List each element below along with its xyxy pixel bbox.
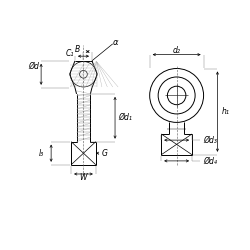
Text: Ød₃: Ød₃ <box>203 136 217 144</box>
Text: α: α <box>113 38 118 47</box>
Text: W: W <box>80 173 87 182</box>
Text: G: G <box>102 149 108 158</box>
Text: Ød: Ød <box>29 62 40 71</box>
Text: B: B <box>75 45 80 54</box>
Text: C₁: C₁ <box>66 49 74 58</box>
Text: h₁: h₁ <box>222 107 230 116</box>
Text: l₃: l₃ <box>38 149 44 158</box>
Text: Ød₁: Ød₁ <box>118 113 132 122</box>
Text: Ød₄: Ød₄ <box>203 156 217 166</box>
Text: d₂: d₂ <box>173 46 180 55</box>
